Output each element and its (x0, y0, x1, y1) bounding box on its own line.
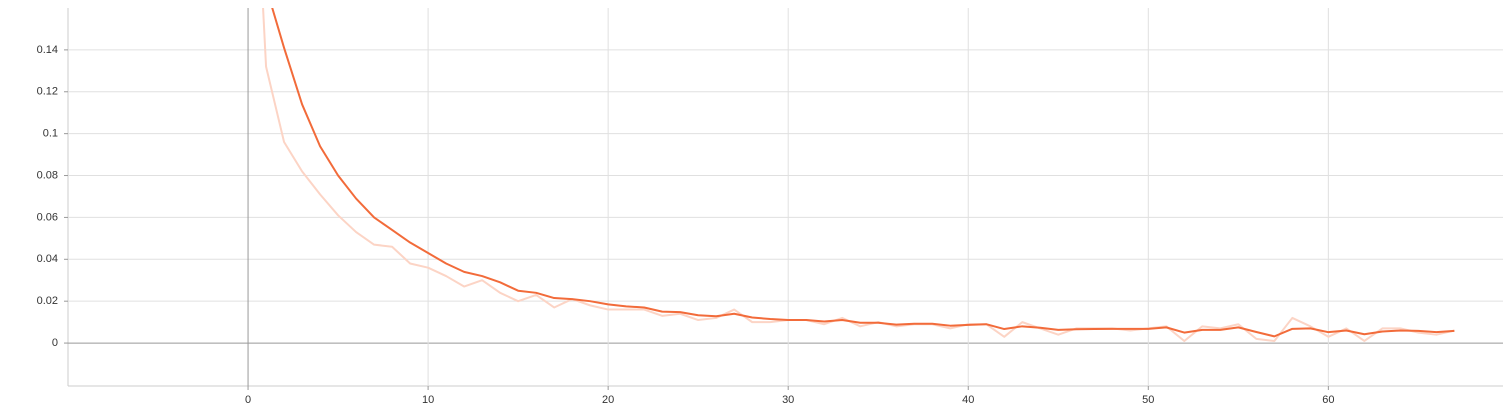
grid (64, 8, 1503, 390)
x-tick-label: 60 (1322, 394, 1334, 406)
series-line (262, 8, 1455, 342)
x-tick-label: 20 (602, 394, 614, 406)
plot-area (262, 8, 1455, 342)
y-tick-label: 0.04 (37, 253, 58, 265)
series-line (271, 8, 1455, 338)
y-tick-label: 0 (52, 337, 58, 349)
y-tick-label: 0.12 (37, 86, 58, 98)
y-tick-label: 0.14 (37, 44, 58, 56)
x-tick-label: 10 (422, 394, 434, 406)
x-tick-label: 30 (782, 394, 794, 406)
y-tick-label: 0.08 (37, 169, 58, 181)
x-tick-label: 50 (1142, 394, 1154, 406)
y-tick-label: 0.02 (37, 295, 58, 307)
y-tick-label: 0.1 (43, 128, 58, 140)
x-tick-label: 0 (245, 394, 251, 406)
x-tick-label: 40 (962, 394, 974, 406)
labels: 0 0.02 0.04 0.06 0.08 0.1 0.12 0.14 0 10 20 30 40 50 6… (37, 44, 1335, 406)
y-tick-label: 0.06 (37, 211, 58, 223)
